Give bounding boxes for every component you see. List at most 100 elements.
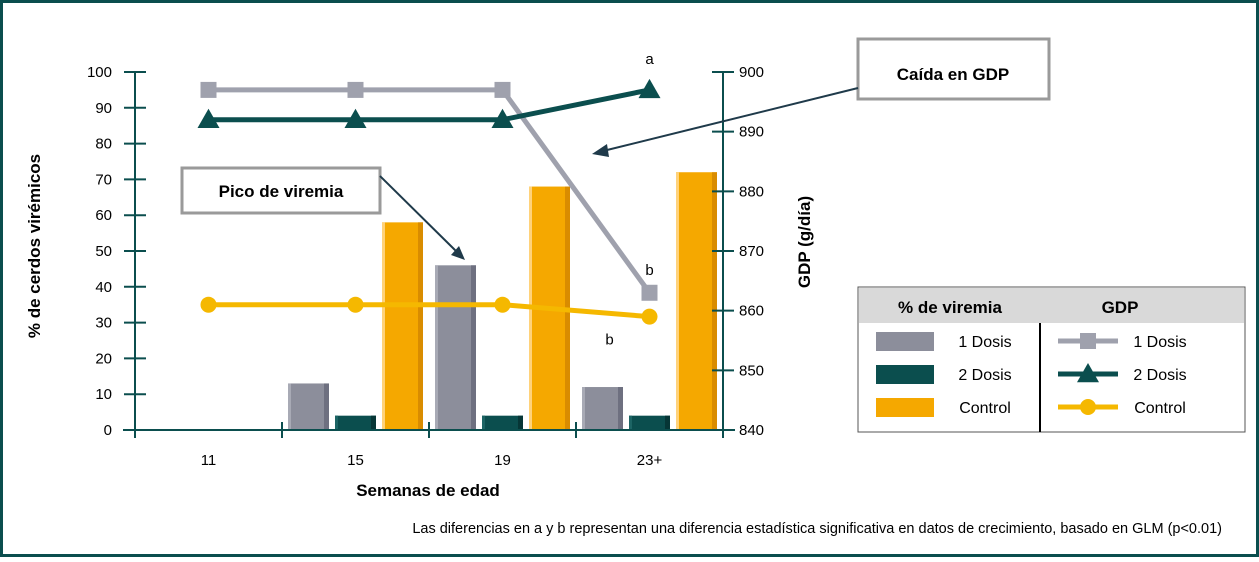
bar-2-dosis-15 [335, 415, 376, 430]
legend-line-label-2-dosis: 2 Dosis [1133, 367, 1186, 384]
x-tick-label-15: 15 [347, 452, 364, 469]
bar-control-23 [676, 172, 717, 431]
legend-bar-label-control: Control [959, 400, 1011, 417]
marker-control-23 [641, 308, 658, 325]
bar-shade-2-dosis-23 [665, 415, 670, 430]
y-left-tick-label-90: 90 [95, 100, 112, 117]
marker-control-11 [200, 296, 217, 313]
legend-line-marker-control [1080, 399, 1096, 415]
legend-line-marker-1-dosis [1080, 333, 1096, 349]
x-tick-label-19: 19 [494, 452, 511, 469]
y-right-tick-label-890: 890 [739, 124, 764, 141]
bar-shade-2-dosis-19 [518, 415, 523, 430]
y-right-tick-label-850: 850 [739, 362, 764, 379]
x-tick-label-11: 11 [201, 452, 217, 469]
lines-group [208, 87, 652, 320]
legend-line-label-1-dosis: 1 Dosis [1133, 334, 1186, 351]
line-1-dosis [208, 87, 652, 295]
marker-2-dosis-15 [344, 108, 367, 128]
y-left-tick-label-70: 70 [95, 171, 112, 188]
y-left-tick-label-10: 10 [95, 386, 112, 403]
bar-shade-1-dosis-15 [324, 383, 329, 430]
callout-gdp-drop-label: Caída en GDP [897, 65, 1009, 84]
y-left-tick-label-50: 50 [95, 243, 112, 260]
line-control [208, 302, 650, 320]
bar-2-dosis-19 [482, 415, 523, 430]
y-right-tick-label-840: 840 [739, 422, 764, 439]
bar-highlight-2-dosis-19 [482, 415, 485, 430]
point-label-control-b: b [605, 332, 613, 349]
bar-highlight-1-dosis-15 [288, 383, 291, 430]
bar-shade-1-dosis-23 [618, 387, 623, 430]
bar-shade-1-dosis-19 [471, 265, 476, 430]
bar-highlight-2-dosis-15 [335, 415, 338, 430]
callout-viremia-peak-label: Pico de viremia [219, 182, 344, 201]
y-left-tick-label-30: 30 [95, 315, 112, 332]
footnote: Las diferencias en a y b representan una… [412, 521, 1222, 537]
line-2-dosis [208, 87, 650, 123]
y-right-tick-label-880: 880 [739, 183, 764, 200]
legend-header-bars: % de viremia [898, 298, 1002, 317]
markers-group [197, 78, 661, 325]
y-left-tick-label-0: 0 [104, 422, 112, 439]
bar-highlight-control-23 [676, 172, 679, 431]
marker-2-dosis-23 [638, 78, 661, 99]
point-label-2-dosis-a: a [645, 51, 654, 68]
marker-1-dosis-23 [641, 284, 658, 301]
legend-bar-swatch-2-dosis [876, 365, 934, 384]
legend-line-marker-2-dosis [1077, 363, 1099, 383]
bar-highlight-1-dosis-19 [435, 265, 438, 430]
legend-header-lines: GDP [1102, 298, 1139, 317]
y-right-tick-label-900: 900 [739, 64, 764, 81]
marker-1-dosis-19 [494, 81, 511, 98]
marker-control-19 [494, 296, 511, 313]
axes-group: 11 15 19 23+ 0 10 20 30 40 50 60 70 80 90 100 840 850 860… [87, 64, 764, 469]
marker-control-15 [347, 296, 364, 313]
callout-gdp-drop: Caída en GDP [592, 37, 1051, 157]
legend-header-bg [859, 288, 1244, 323]
marker-1-dosis-15 [347, 81, 364, 98]
legend-bar-swatch-1-dosis [876, 332, 934, 351]
y-left-tick-label-60: 60 [95, 207, 112, 224]
legend-bar-swatch-control [876, 398, 934, 417]
bar-highlight-2-dosis-23 [629, 415, 632, 430]
callout-gdp-drop-arrow-line [602, 87, 859, 152]
callout-viremia-peak: Pico de viremia [180, 166, 465, 260]
bar-2-dosis-23 [629, 415, 670, 430]
y-left-tick-label-100: 100 [87, 64, 112, 81]
marker-1-dosis-11 [200, 81, 217, 98]
bar-shade-2-dosis-15 [371, 415, 376, 430]
y-left-tick-label-80: 80 [95, 136, 112, 153]
x-tick-label-23: 23+ [637, 452, 663, 469]
legend-bar-label-2-dosis: 2 Dosis [958, 367, 1011, 384]
callout-viremia-peak-box [180, 166, 382, 215]
bar-control-15 [382, 222, 423, 430]
bar-1-dosis-15 [288, 383, 329, 430]
point-label-1-dosis-b: b [645, 262, 653, 279]
callout-viremia-peak-arrow-line [379, 175, 458, 253]
y-right-tick-label-870: 870 [739, 243, 764, 260]
legend-items: 1 Dosis 2 Dosis Control 1 Dosis 2 Dosis Contr… [876, 332, 1187, 417]
bar-highlight-control-15 [382, 222, 385, 430]
point-labels-group: a b b [605, 51, 654, 349]
bar-shade-control-23 [712, 172, 717, 431]
bars-group [288, 172, 717, 431]
callout-gdp-drop-arrow-head [592, 144, 609, 157]
x-axis-title: Semanas de edad [356, 481, 500, 500]
bar-shade-control-15 [418, 222, 423, 430]
bar-1-dosis-23 [582, 387, 623, 430]
legend-line-label-control: Control [1134, 400, 1186, 417]
bar-highlight-1-dosis-23 [582, 387, 585, 430]
y-right-tick-label-860: 860 [739, 303, 764, 320]
y-left-tick-label-40: 40 [95, 279, 112, 296]
marker-2-dosis-11 [197, 108, 220, 128]
callout-viremia-peak-arrow-head [451, 246, 465, 260]
marker-2-dosis-19 [491, 108, 514, 128]
y-left-tick-label-20: 20 [95, 350, 112, 367]
y-axis-right-title: GDP (g/día) [795, 196, 814, 288]
y-axis-left-title: % de cerdos virémicos [25, 154, 44, 338]
